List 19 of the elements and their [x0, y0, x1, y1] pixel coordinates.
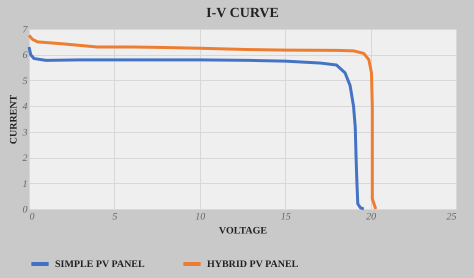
- y-tick-label: 3: [22, 127, 28, 138]
- y-tick-label: 7: [22, 24, 28, 36]
- x-tick-label: 5: [112, 212, 118, 222]
- y-axis-title: CURRENT: [8, 94, 20, 144]
- y-tick-label: 5: [22, 76, 28, 87]
- x-tick-label: 0: [30, 212, 34, 222]
- y-tick-label: 6: [22, 50, 28, 62]
- legend-label: HYBRID PV PANEL: [207, 259, 299, 270]
- chart-title: I-V CURVE: [206, 6, 279, 21]
- y-tick-label: 0: [22, 204, 28, 216]
- y-tick-label: 2: [22, 153, 28, 164]
- y-tick-label: 1: [22, 178, 28, 190]
- x-tick-label: 25: [446, 212, 456, 222]
- legend-label: SIMPLE PV PANEL: [55, 259, 145, 270]
- x-axis-title: VOLTAGE: [218, 226, 268, 236]
- x-tick-label: 15: [280, 212, 291, 222]
- x-tick-label: 10: [195, 212, 206, 222]
- y-tick-label: 4: [22, 102, 28, 113]
- x-tick-label: 20: [366, 212, 376, 222]
